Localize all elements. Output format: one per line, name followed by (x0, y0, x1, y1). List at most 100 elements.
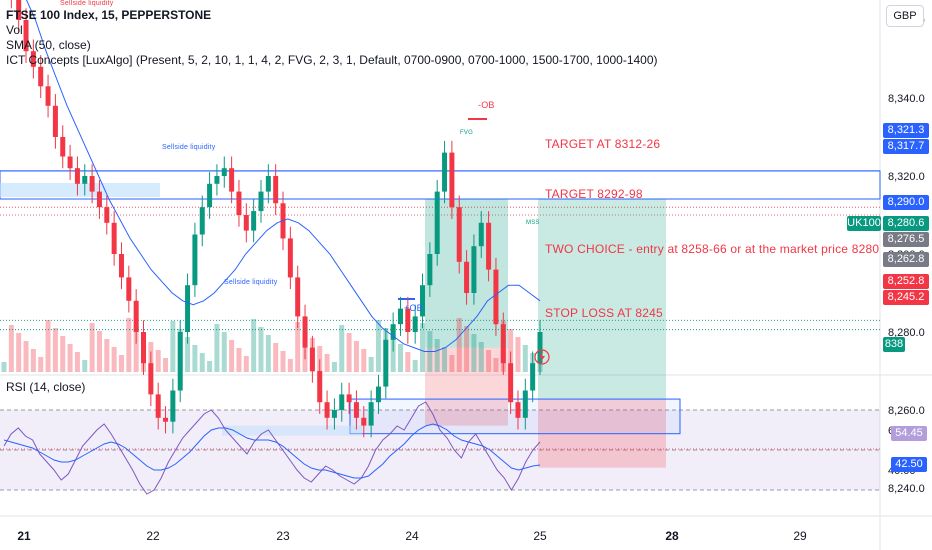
volume-bar (397, 344, 403, 372)
candle-body (214, 176, 220, 184)
candle-body (133, 300, 139, 332)
candle-body (522, 390, 528, 418)
annotation-sellside-top: Sellside liquidity (60, 0, 114, 7)
volume-bar (258, 327, 264, 372)
volume-bar (339, 325, 345, 372)
candle-body (508, 363, 514, 403)
flash-icon-circle (534, 349, 550, 365)
candle-body (442, 152, 448, 192)
position-box-profit-2 (538, 199, 666, 400)
candle-body (170, 390, 176, 422)
candle-body (60, 137, 66, 157)
volume-bar (45, 320, 51, 372)
candle-body (104, 207, 110, 223)
volume-bar (192, 345, 198, 372)
volume-bar (52, 328, 58, 372)
price-tick: 8,340.0 (888, 93, 925, 105)
candle-body (38, 66, 44, 87)
volume-bar (508, 329, 514, 372)
volume-bar (368, 357, 374, 372)
volume-bar (515, 337, 521, 372)
candle-body (383, 339, 389, 387)
legend-sma[interactable]: SMA (50, close) (6, 38, 91, 52)
volume-bar (317, 346, 323, 372)
candle-body (82, 176, 88, 184)
volume-bar (420, 323, 426, 372)
zone-sellside-2 (222, 425, 362, 436)
volume-bar (405, 352, 411, 372)
candle-body (177, 332, 183, 391)
currency-button[interactable]: GBP (886, 5, 924, 27)
candle-body (185, 285, 191, 332)
candle-body (346, 394, 352, 403)
volume-bar (464, 326, 470, 372)
legend-rsi[interactable]: RSI (14, close) (6, 380, 86, 394)
volume-bar (456, 318, 462, 372)
candle-body (96, 191, 102, 208)
candle-body (397, 308, 403, 325)
volume-bar (478, 342, 484, 372)
candle-body (324, 402, 330, 418)
entry-zone (349, 398, 681, 435)
legend-volume[interactable]: Vol (6, 23, 23, 37)
candle-body (317, 371, 323, 403)
candle-body (16, 0, 22, 20)
annotation-entry: TWO CHOICE - entry at 8258-66 or at the … (545, 242, 880, 256)
volume-bar (295, 322, 301, 372)
volume-tag: 838 (883, 337, 905, 352)
annotation-fvg: FVG (460, 130, 473, 136)
chart-title[interactable]: FTSE 100 Index, 15, PEPPERSTONE (6, 8, 212, 22)
legend-ict[interactable]: ICT Concepts [LuxAlgo] (Present, 5, 2, 1… (6, 53, 658, 67)
x-tick: 29 (793, 529, 807, 543)
candle-body (420, 285, 426, 317)
price-tag-target-high: 8,321.3 (883, 123, 929, 138)
sma-line (25, 0, 541, 352)
position-box-loss-1 (425, 347, 508, 426)
x-tick: 22 (146, 529, 160, 543)
volume-bar (30, 349, 36, 372)
annotation-target-1: TARGET AT 8312-26 (545, 137, 661, 151)
volume-bar (170, 321, 176, 372)
volume-bar (361, 349, 367, 372)
candle-body (530, 363, 536, 391)
candle-body (23, 20, 29, 52)
candle-body (207, 183, 213, 208)
volume-bar (390, 336, 396, 372)
volume-bar (229, 340, 235, 372)
candle-body (375, 386, 381, 403)
x-tick: 21 (17, 529, 31, 543)
x-tick: 28 (665, 529, 679, 543)
price-tick: 8,320.0 (888, 171, 925, 183)
candle-body (148, 363, 154, 395)
volume-bar (82, 360, 88, 372)
candle-body (52, 105, 58, 137)
volume-bar (16, 333, 22, 372)
volume-bar (471, 334, 477, 372)
volume-bar (236, 348, 242, 372)
rsi-line (3, 401, 541, 495)
candle-body (163, 417, 169, 422)
candle-body (229, 168, 235, 192)
volume-bar (96, 331, 102, 372)
volume-bar (60, 336, 66, 372)
candle-body (412, 316, 418, 332)
volume-bar (375, 320, 381, 372)
candle-body (258, 191, 264, 212)
volume-bar (163, 358, 169, 372)
volume-bar (118, 355, 124, 372)
volume-bar (353, 341, 359, 372)
candle-body (74, 168, 80, 184)
candle-body (493, 269, 499, 325)
candle-body (471, 246, 477, 293)
volume-bar (199, 353, 205, 372)
candle-body (126, 277, 132, 301)
candle-body (141, 332, 147, 364)
volume-bar (155, 350, 161, 372)
price-tag-entry: 8,262.8 (883, 252, 929, 267)
candle-body (221, 168, 227, 176)
annotation-sellside-2: Sellside liquidity (224, 279, 278, 286)
volume-bar (287, 359, 293, 372)
x-tick: 25 (533, 529, 547, 543)
candle-body (111, 222, 117, 254)
